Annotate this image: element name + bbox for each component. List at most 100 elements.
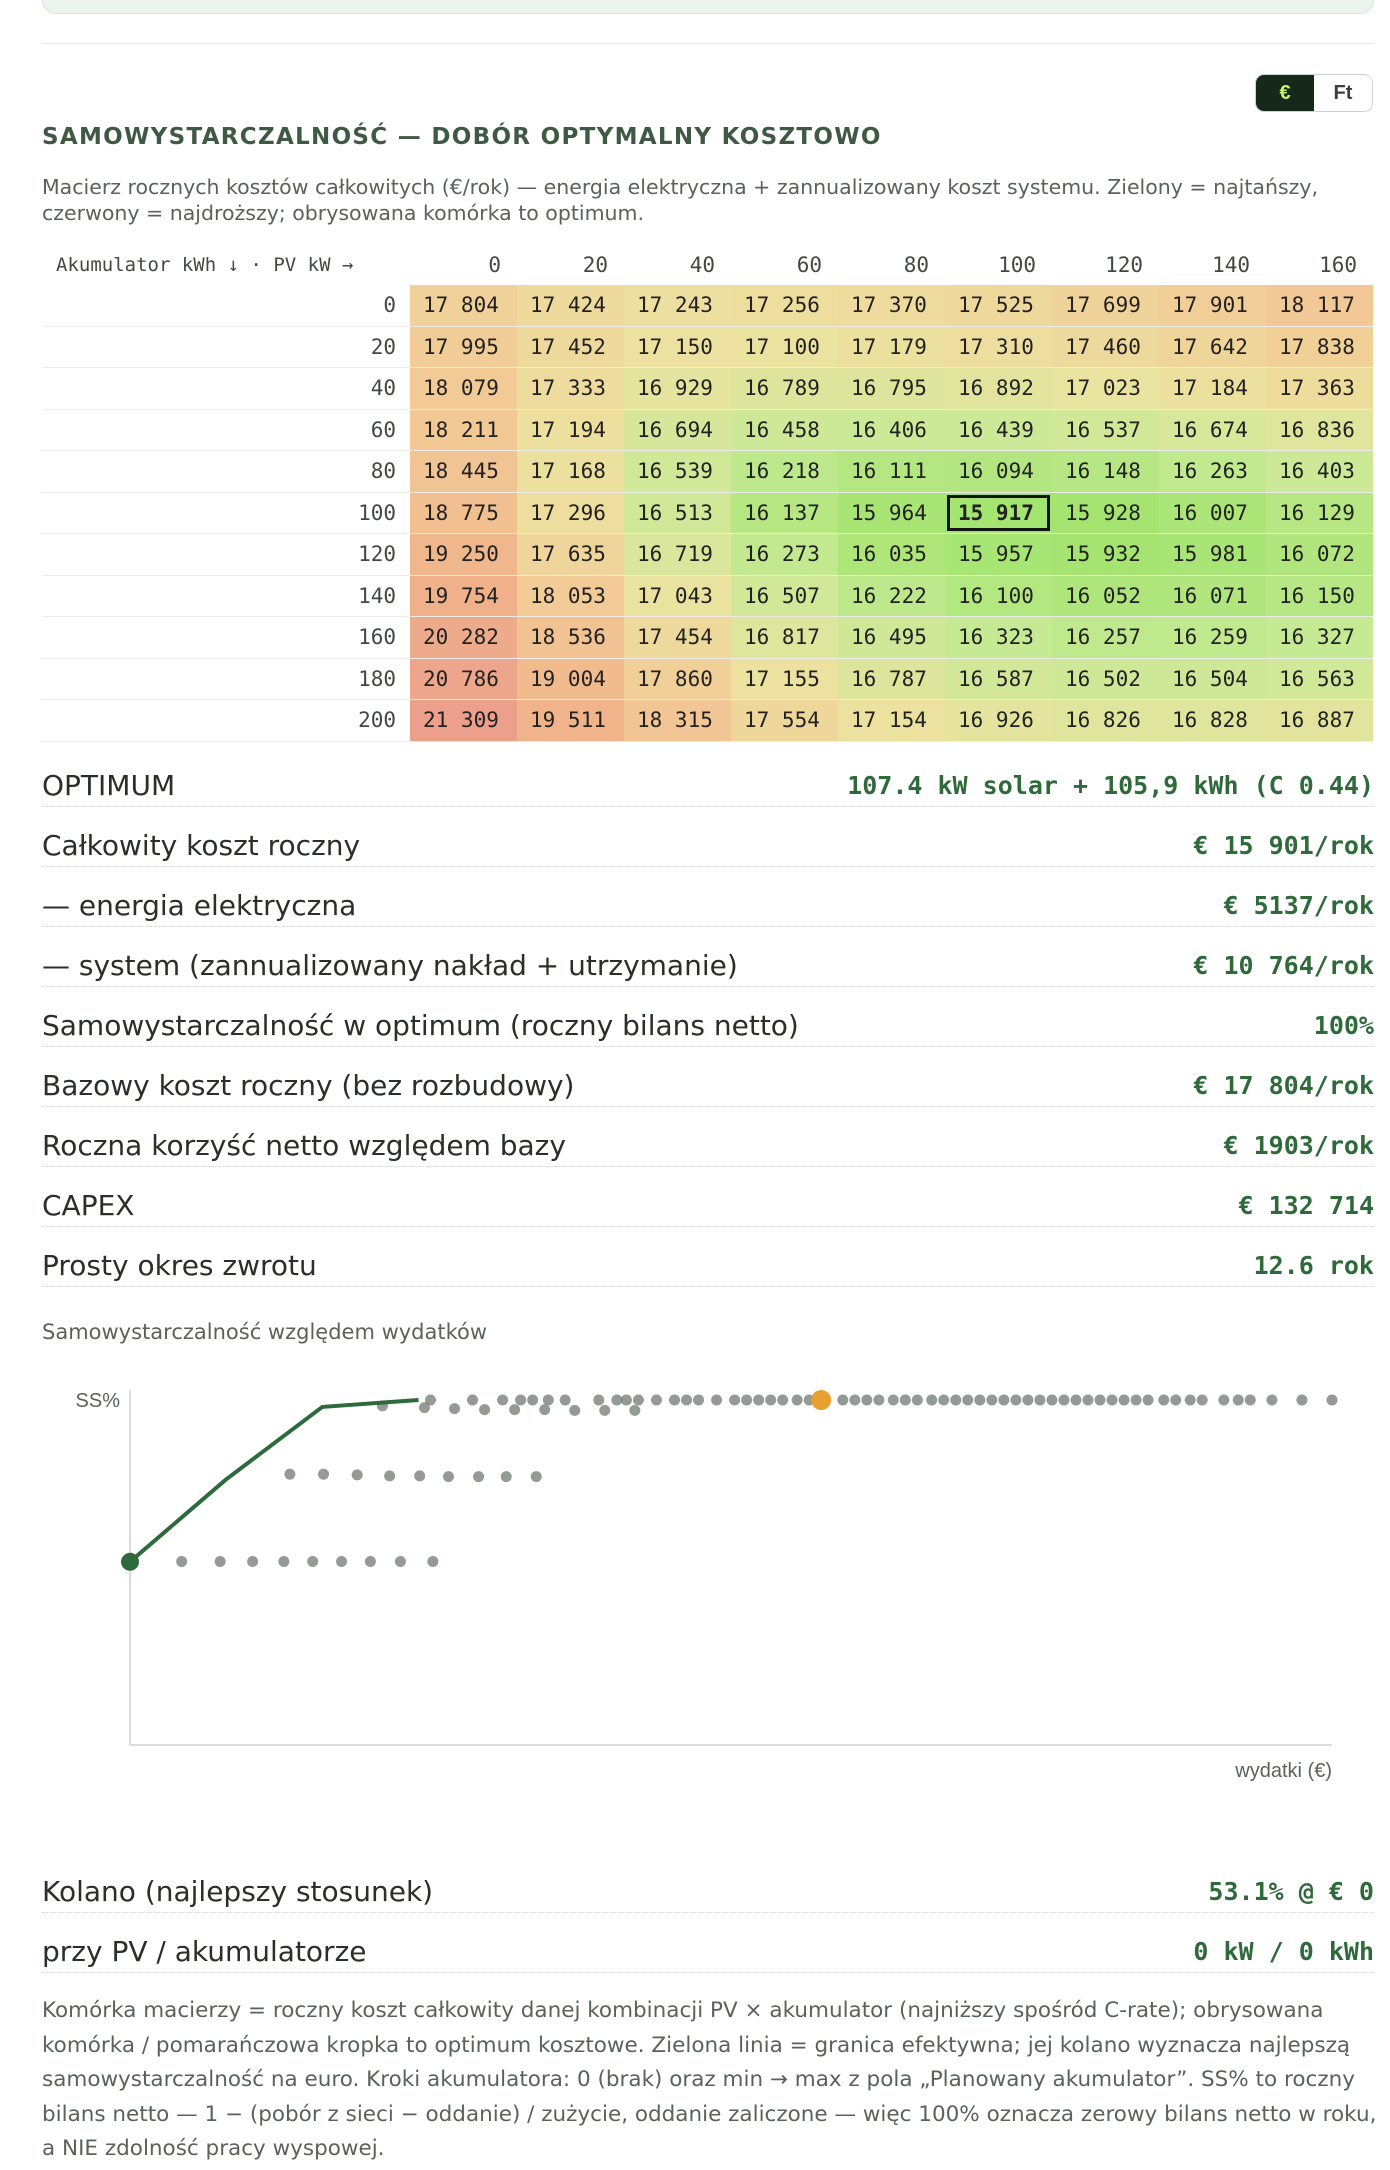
matrix-cell[interactable]: 16 929 [624, 368, 731, 409]
matrix-cell[interactable]: 16 887 [1266, 700, 1373, 741]
matrix-cell[interactable]: 16 071 [1159, 575, 1266, 616]
matrix-cell[interactable]: 17 642 [1159, 326, 1266, 367]
matrix-cell[interactable]: 16 072 [1266, 534, 1373, 575]
matrix-cell[interactable]: 17 296 [517, 492, 624, 533]
matrix-cell[interactable]: 16 323 [945, 617, 1052, 658]
matrix-cell[interactable]: 18 775 [410, 492, 517, 533]
matrix-cell[interactable]: 17 184 [1159, 368, 1266, 409]
matrix-cell[interactable]: 17 100 [731, 326, 838, 367]
matrix-cell[interactable]: 16 587 [945, 658, 1052, 699]
matrix-cell[interactable]: 17 370 [838, 285, 945, 326]
matrix-cell[interactable]: 17 243 [624, 285, 731, 326]
matrix-cell[interactable]: 16 817 [731, 617, 838, 658]
matrix-cell[interactable]: 16 052 [1052, 575, 1159, 616]
matrix-cell[interactable]: 17 635 [517, 534, 624, 575]
matrix-cell[interactable]: 16 537 [1052, 409, 1159, 450]
matrix-cell[interactable]: 16 828 [1159, 700, 1266, 741]
matrix-cell[interactable]: 18 211 [410, 409, 517, 450]
matrix-cell[interactable]: 16 789 [731, 368, 838, 409]
matrix-cell[interactable]: 18 536 [517, 617, 624, 658]
matrix-cell[interactable]: 18 053 [517, 575, 624, 616]
matrix-cell[interactable]: 17 454 [624, 617, 731, 658]
matrix-cell[interactable]: 17 424 [517, 285, 624, 326]
matrix-cell[interactable]: 16 458 [731, 409, 838, 450]
matrix-cell[interactable]: 16 502 [1052, 658, 1159, 699]
matrix-cell[interactable]: 16 406 [838, 409, 945, 450]
matrix-cell[interactable]: 16 892 [945, 368, 1052, 409]
matrix-cell[interactable]: 17 179 [838, 326, 945, 367]
matrix-cell[interactable]: 16 674 [1159, 409, 1266, 450]
matrix-cell[interactable]: 19 754 [410, 575, 517, 616]
matrix-cell-optimum[interactable]: 15 917 [945, 492, 1052, 533]
matrix-cell[interactable]: 17 310 [945, 326, 1052, 367]
matrix-cell[interactable]: 16 148 [1052, 451, 1159, 492]
matrix-cell[interactable]: 17 995 [410, 326, 517, 367]
matrix-cell[interactable]: 17 333 [517, 368, 624, 409]
matrix-cell[interactable]: 16 129 [1266, 492, 1373, 533]
matrix-cell[interactable]: 16 007 [1159, 492, 1266, 533]
matrix-cell[interactable]: 16 719 [624, 534, 731, 575]
matrix-cell[interactable]: 16 926 [945, 700, 1052, 741]
matrix-cell[interactable]: 15 932 [1052, 534, 1159, 575]
matrix-cell[interactable]: 18 117 [1266, 285, 1373, 326]
currency-toggle[interactable]: € Ft [1255, 74, 1373, 112]
matrix-cell[interactable]: 16 504 [1159, 658, 1266, 699]
matrix-cell[interactable]: 16 263 [1159, 451, 1266, 492]
matrix-cell[interactable]: 17 901 [1159, 285, 1266, 326]
matrix-cell[interactable]: 16 826 [1052, 700, 1159, 741]
matrix-cell[interactable]: 16 094 [945, 451, 1052, 492]
matrix-cell[interactable]: 16 836 [1266, 409, 1373, 450]
matrix-cell[interactable]: 17 154 [838, 700, 945, 741]
matrix-cell[interactable]: 16 222 [838, 575, 945, 616]
matrix-cell[interactable]: 17 554 [731, 700, 838, 741]
matrix-cell[interactable]: 17 194 [517, 409, 624, 450]
matrix-cell[interactable]: 16 218 [731, 451, 838, 492]
matrix-cell[interactable]: 18 445 [410, 451, 517, 492]
matrix-cell[interactable]: 17 043 [624, 575, 731, 616]
matrix-cell[interactable]: 15 957 [945, 534, 1052, 575]
matrix-cell[interactable]: 17 168 [517, 451, 624, 492]
matrix-cell[interactable]: 16 507 [731, 575, 838, 616]
matrix-cell[interactable]: 16 273 [731, 534, 838, 575]
matrix-cell[interactable]: 15 964 [838, 492, 945, 533]
matrix-cell[interactable]: 16 111 [838, 451, 945, 492]
matrix-cell[interactable]: 17 452 [517, 326, 624, 367]
matrix-cell[interactable]: 19 004 [517, 658, 624, 699]
matrix-cell[interactable]: 16 694 [624, 409, 731, 450]
matrix-cell[interactable]: 17 256 [731, 285, 838, 326]
matrix-cell[interactable]: 16 539 [624, 451, 731, 492]
matrix-cell[interactable]: 16 795 [838, 368, 945, 409]
matrix-cell[interactable]: 15 928 [1052, 492, 1159, 533]
matrix-cell[interactable]: 16 495 [838, 617, 945, 658]
currency-option-huf[interactable]: Ft [1314, 75, 1372, 111]
matrix-cell[interactable]: 16 257 [1052, 617, 1159, 658]
matrix-cell[interactable]: 16 327 [1266, 617, 1373, 658]
matrix-cell[interactable]: 16 259 [1159, 617, 1266, 658]
matrix-cell[interactable]: 17 525 [945, 285, 1052, 326]
matrix-cell[interactable]: 16 035 [838, 534, 945, 575]
matrix-cell[interactable]: 17 155 [731, 658, 838, 699]
matrix-cell[interactable]: 19 250 [410, 534, 517, 575]
matrix-cell[interactable]: 19 511 [517, 700, 624, 741]
matrix-cell[interactable]: 17 363 [1266, 368, 1373, 409]
matrix-cell[interactable]: 17 838 [1266, 326, 1373, 367]
matrix-cell[interactable]: 16 403 [1266, 451, 1373, 492]
matrix-cell[interactable]: 20 282 [410, 617, 517, 658]
matrix-cell[interactable]: 16 439 [945, 409, 1052, 450]
matrix-cell[interactable]: 16 137 [731, 492, 838, 533]
matrix-cell[interactable]: 16 787 [838, 658, 945, 699]
matrix-cell[interactable]: 18 079 [410, 368, 517, 409]
matrix-cell[interactable]: 17 150 [624, 326, 731, 367]
matrix-cell[interactable]: 20 786 [410, 658, 517, 699]
matrix-cell[interactable]: 17 023 [1052, 368, 1159, 409]
matrix-cell[interactable]: 16 100 [945, 575, 1052, 616]
matrix-cell[interactable]: 18 315 [624, 700, 731, 741]
matrix-cell[interactable]: 16 563 [1266, 658, 1373, 699]
matrix-cell[interactable]: 15 981 [1159, 534, 1266, 575]
matrix-cell[interactable]: 16 513 [624, 492, 731, 533]
currency-option-eur[interactable]: € [1256, 75, 1314, 111]
matrix-cell[interactable]: 17 460 [1052, 326, 1159, 367]
matrix-cell[interactable]: 17 804 [410, 285, 517, 326]
matrix-cell[interactable]: 17 860 [624, 658, 731, 699]
matrix-cell[interactable]: 17 699 [1052, 285, 1159, 326]
